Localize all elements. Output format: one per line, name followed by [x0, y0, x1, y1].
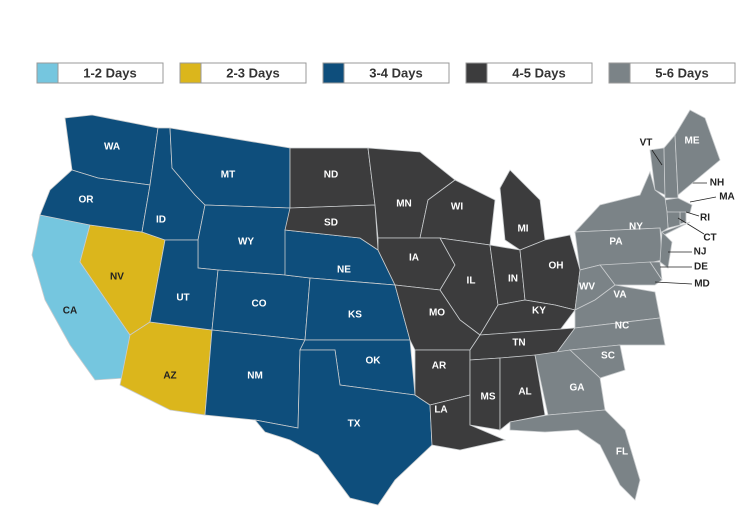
state-label: FL	[616, 447, 628, 458]
state	[659, 231, 673, 269]
state-label: MT	[221, 170, 235, 181]
state-label: AL	[518, 387, 531, 398]
state-label: RI	[700, 213, 710, 224]
state-label: VT	[640, 138, 653, 149]
state-label: MN	[396, 199, 412, 210]
legend-item: 5-6 Days	[608, 62, 736, 84]
state-label: ME	[685, 136, 700, 147]
legend-label: 4-5 Days	[512, 65, 565, 80]
state-label: MO	[429, 308, 445, 319]
leader-line	[685, 211, 700, 217]
state-label: KS	[348, 310, 362, 321]
state	[119, 321, 213, 416]
state	[666, 211, 681, 229]
leader-line	[689, 196, 717, 203]
state	[674, 109, 721, 196]
state-label: WY	[238, 237, 254, 248]
legend-item: 3-4 Days	[322, 62, 450, 84]
state-label: TX	[348, 419, 361, 430]
state-label: AZ	[163, 371, 176, 382]
state-label: PA	[609, 237, 622, 248]
state-label: IL	[467, 276, 476, 287]
state-label: GA	[570, 383, 585, 394]
state-label: MI	[517, 224, 528, 235]
state-label: NC	[615, 321, 629, 332]
state-label: VA	[613, 290, 626, 301]
state-label: NM	[247, 371, 263, 382]
state-label: UT	[176, 293, 189, 304]
state-label: OK	[366, 356, 382, 367]
state	[519, 234, 581, 311]
state-label: IN	[508, 274, 518, 285]
state	[284, 204, 379, 251]
state-label: SC	[601, 351, 615, 362]
state-label: AR	[432, 361, 447, 372]
state-label: NY	[629, 222, 643, 233]
legend-label: 2-3 Days	[226, 65, 279, 80]
state-label: SD	[324, 218, 338, 229]
state-label: NJ	[694, 247, 707, 258]
state	[253, 349, 433, 506]
state	[499, 169, 546, 251]
leader-line	[654, 281, 693, 285]
state-label: ID	[156, 215, 166, 226]
state-label: NE	[337, 265, 351, 276]
legend-label: 3-4 Days	[369, 65, 422, 80]
state	[534, 349, 606, 416]
state-label: MA	[719, 192, 735, 203]
legend-swatch	[608, 62, 631, 84]
state-label: OR	[79, 195, 95, 206]
state-label: NH	[710, 178, 724, 189]
state-label: KY	[532, 306, 546, 317]
legend-swatch	[36, 62, 59, 84]
state-label: CA	[63, 306, 77, 317]
state-label: DE	[694, 262, 708, 273]
state-label: CO	[252, 299, 267, 310]
legend-swatch	[465, 62, 488, 84]
state-label: TN	[512, 338, 525, 349]
state-label: OH	[549, 261, 564, 272]
leader-line	[651, 149, 663, 166]
state-label: IA	[409, 253, 419, 264]
leader-line	[677, 217, 705, 235]
legend-label: 1-2 Days	[83, 65, 136, 80]
state	[39, 169, 151, 233]
state-label: NV	[110, 272, 124, 283]
legend-item: 4-5 Days	[465, 62, 593, 84]
state-label: LA	[434, 405, 447, 416]
state-label: WI	[451, 202, 463, 213]
state	[664, 197, 693, 214]
legend-swatch	[179, 62, 202, 84]
state-label: MS	[481, 392, 496, 403]
state-label: WA	[104, 142, 120, 153]
legend-item: 2-3 Days	[179, 62, 307, 84]
legend-label: 5-6 Days	[655, 65, 708, 80]
state-label: MD	[694, 279, 710, 290]
state-label: ND	[324, 170, 338, 181]
state-label: WV	[579, 282, 595, 293]
legend-item: 1-2 Days	[36, 62, 164, 84]
state-label: CT	[703, 233, 716, 244]
state	[509, 409, 641, 501]
legend-swatch	[322, 62, 345, 84]
